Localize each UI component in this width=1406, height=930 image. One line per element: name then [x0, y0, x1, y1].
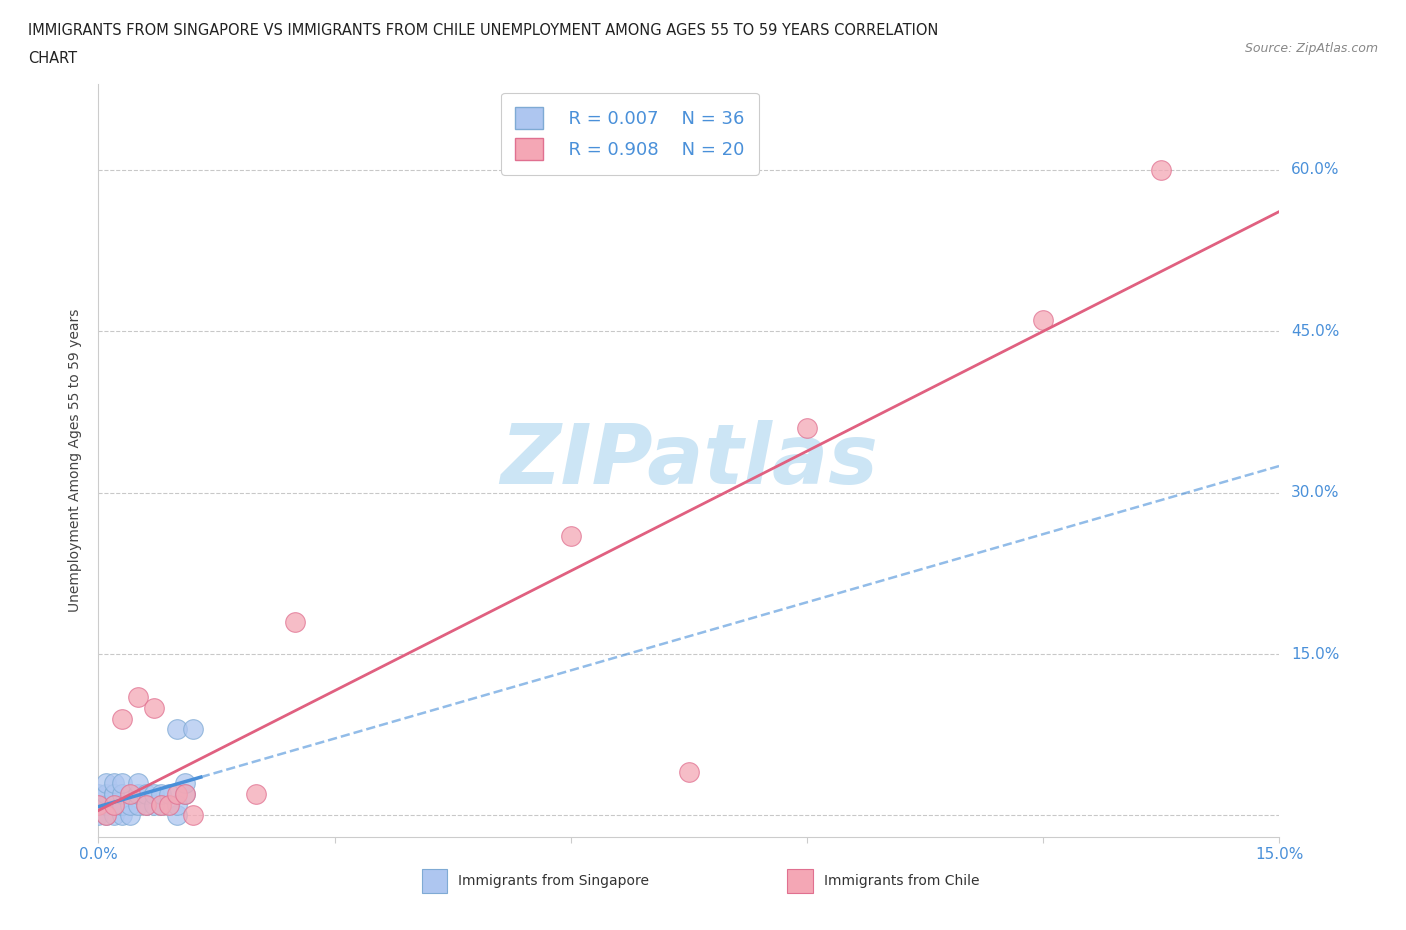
Point — [127, 776, 149, 790]
Point — [111, 808, 134, 823]
Point — [142, 700, 165, 715]
Text: 15.0%: 15.0% — [1291, 646, 1340, 661]
Point — [118, 808, 141, 823]
Point — [166, 722, 188, 737]
Point — [560, 528, 582, 543]
Point — [796, 420, 818, 435]
Point — [284, 615, 307, 630]
Point — [127, 787, 149, 802]
Point — [103, 797, 125, 812]
Point — [1150, 163, 1173, 178]
Point — [96, 797, 118, 812]
Point — [166, 797, 188, 812]
Point — [135, 787, 157, 802]
Point — [87, 797, 110, 812]
Point — [157, 787, 180, 802]
Point — [150, 787, 173, 802]
Point — [111, 797, 134, 812]
Point — [127, 797, 149, 812]
Point — [181, 808, 204, 823]
Point — [166, 808, 188, 823]
Point — [166, 787, 188, 802]
Point — [111, 797, 134, 812]
Point — [135, 797, 157, 812]
Point — [103, 787, 125, 802]
Point — [142, 797, 165, 812]
Point — [150, 797, 173, 812]
Text: Source: ZipAtlas.com: Source: ZipAtlas.com — [1244, 42, 1378, 55]
Text: 30.0%: 30.0% — [1291, 485, 1340, 500]
Point — [174, 776, 197, 790]
Point — [181, 722, 204, 737]
Point — [111, 787, 134, 802]
Point — [96, 787, 118, 802]
Point — [174, 787, 197, 802]
Text: CHART: CHART — [28, 51, 77, 66]
Point — [118, 787, 141, 802]
Point — [87, 808, 110, 823]
Point — [96, 808, 118, 823]
Point — [111, 711, 134, 726]
Point — [96, 808, 118, 823]
Text: Immigrants from Singapore: Immigrants from Singapore — [458, 874, 650, 888]
Point — [103, 776, 125, 790]
Point — [96, 797, 118, 812]
Point — [142, 787, 165, 802]
Point — [118, 797, 141, 812]
Point — [150, 797, 173, 812]
Text: 60.0%: 60.0% — [1291, 163, 1340, 178]
Point — [96, 776, 118, 790]
Point — [245, 787, 267, 802]
Point — [103, 808, 125, 823]
Text: IMMIGRANTS FROM SINGAPORE VS IMMIGRANTS FROM CHILE UNEMPLOYMENT AMONG AGES 55 TO: IMMIGRANTS FROM SINGAPORE VS IMMIGRANTS … — [28, 23, 938, 38]
Point — [103, 797, 125, 812]
Text: ZIPatlas: ZIPatlas — [501, 419, 877, 501]
Point — [678, 765, 700, 780]
Point — [87, 787, 110, 802]
Point — [1032, 313, 1054, 328]
Text: Immigrants from Chile: Immigrants from Chile — [824, 874, 980, 888]
Text: 45.0%: 45.0% — [1291, 324, 1340, 339]
Point — [127, 690, 149, 705]
Point — [103, 787, 125, 802]
Legend:   R = 0.007    N = 36,   R = 0.908    N = 20: R = 0.007 N = 36, R = 0.908 N = 20 — [501, 93, 759, 175]
Point — [87, 797, 110, 812]
Point — [174, 787, 197, 802]
Point — [135, 797, 157, 812]
Y-axis label: Unemployment Among Ages 55 to 59 years: Unemployment Among Ages 55 to 59 years — [69, 309, 83, 612]
Point — [111, 776, 134, 790]
Point — [157, 797, 180, 812]
